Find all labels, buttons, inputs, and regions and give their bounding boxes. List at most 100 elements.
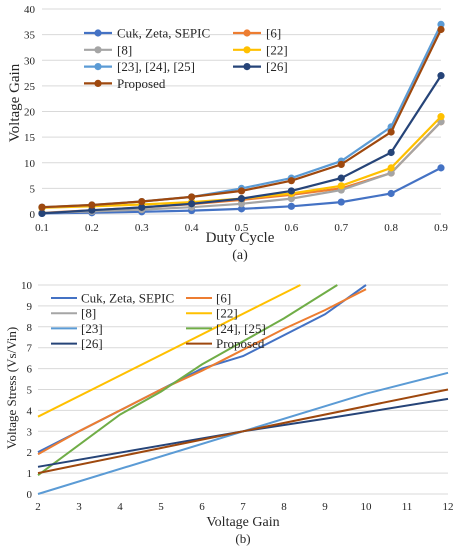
- chart-a-y-tick-label: 5: [30, 183, 36, 195]
- chart-b-x-tick-label: 7: [240, 501, 246, 513]
- chart-a-x-tick-label: 0.5: [235, 222, 249, 234]
- chart-a-x-axis-label: Duty Cycle: [206, 230, 275, 246]
- chart-b-x-tick-label: 3: [76, 501, 82, 513]
- chart-b-legend-label: [22]: [216, 306, 238, 321]
- chart-b-legend-entry: Cuk, Zeta, SEPIC: [51, 291, 174, 306]
- chart-a-data-point: [38, 209, 46, 218]
- chart-b-legend-label: [24], [25]: [216, 321, 266, 336]
- chart-a-data-point: [387, 169, 395, 177]
- chart-b-x-tick-label: 11: [402, 501, 413, 513]
- chart-a-legend: Cuk, Zeta, SEPIC [6] [8] [22] [23], [24], [2…: [84, 26, 288, 91]
- chart-b-x-tick-label: 8: [281, 501, 287, 513]
- chart-a-y-tick-label: 25: [24, 81, 36, 93]
- chart-a-data-point: [437, 25, 445, 34]
- chart-a-y-tick-label: 30: [24, 55, 36, 67]
- chart-a-x-tick-labels: 0.1 0.2 0.3 0.4 0.5 0.6 0.7 0.8 0.9: [35, 222, 448, 234]
- chart-a-y-tick-label: 40: [24, 4, 36, 16]
- chart-a-legend-marker: [243, 29, 251, 37]
- chart-a-data-point: [237, 187, 246, 195]
- chart-a-data-point: [237, 200, 246, 208]
- chart-b-legend-label: Cuk, Zeta, SEPIC: [81, 291, 174, 306]
- chart-b-x-tick-label: 12: [443, 501, 454, 513]
- chart-b-legend-label: [8]: [81, 306, 96, 321]
- chart-b-y-tick-label: 6: [27, 364, 33, 376]
- chart-a-data-point: [287, 195, 295, 203]
- chart-a-legend-label: [8]: [117, 42, 132, 57]
- chart-b-series: [37, 284, 449, 495]
- chart-a-legend-label: [22]: [266, 42, 288, 57]
- chart-a-legend-marker: [94, 63, 102, 71]
- chart-b-legend-entry: [23]: [51, 321, 103, 336]
- chart-a-legend-marker: [94, 79, 102, 87]
- chart-a-data-point: [337, 198, 345, 206]
- chart-a-legend-entry: [23], [24], [25]: [84, 59, 195, 74]
- chart-a-data-point: [387, 128, 395, 136]
- chart-a-data-point: [138, 197, 146, 206]
- chart-a-data-point: [237, 195, 246, 203]
- chart-a-y-tick-label: 0: [30, 209, 36, 221]
- chart-a-data-point: [237, 205, 246, 213]
- chart-a-y-tick-label: 20: [24, 107, 36, 119]
- chart-a-legend-entry: [6]: [233, 26, 281, 41]
- chart-a-series: [38, 20, 445, 218]
- chart-b-x-tick-label: 5: [158, 501, 164, 513]
- chart-a-data-point: [387, 164, 395, 172]
- chart-a-data-point: [337, 160, 345, 169]
- chart-a-data-point: [88, 201, 96, 209]
- chart-a-data-point: [138, 203, 146, 211]
- chart-b-series-line: [37, 397, 449, 468]
- chart-a-data-point: [337, 174, 345, 182]
- chart-b-legend-entry: Proposed: [186, 336, 265, 351]
- chart-a-data-point: [287, 177, 295, 185]
- chart-b-y-tick-label: 1: [27, 468, 33, 480]
- chart-a-gridlines: [42, 8, 441, 215]
- chart-a-legend-marker: [94, 29, 102, 37]
- chart-a-data-point: [437, 72, 445, 80]
- chart-a-legend-marker: [243, 63, 251, 71]
- chart-b-legend-entry: [22]: [186, 306, 238, 321]
- chart-a-legend-marker: [243, 46, 251, 54]
- chart-b-y-tick-labels: 0 1 2 3 4 5 6 7 8 9 10: [21, 280, 33, 501]
- chart-a-data-point: [38, 203, 46, 211]
- chart-a-series-line: [41, 23, 442, 209]
- chart-a-data-point: [387, 189, 395, 198]
- chart-a-data-point: [437, 113, 445, 121]
- chart-a-data-point: [188, 200, 196, 208]
- chart-b-legend: Cuk, Zeta, SEPIC [6] [8] [22] [23] [24], [25]…: [51, 291, 266, 351]
- chart-a-data-point: [287, 187, 295, 195]
- chart-b-legend-label: [6]: [216, 291, 231, 306]
- chart-a-y-tick-labels: 0 5 10 15 20 25 30 35 40: [24, 4, 36, 221]
- chart-b-series-line: [37, 288, 367, 456]
- chart-b-y-tick-label: 4: [27, 405, 33, 417]
- chart-b-series-line: [37, 371, 449, 495]
- chart-a-legend-entry: [26]: [233, 59, 288, 74]
- chart-b-y-tick-label: 10: [21, 280, 33, 292]
- chart-b-series-line: [37, 284, 301, 418]
- chart-b-y-axis-label: Voltage Stress (Vs/Vin): [4, 327, 19, 449]
- chart-a-data-point: [188, 193, 196, 201]
- chart-a-y-axis-label: Voltage Gain: [7, 63, 23, 142]
- chart-b-legend-label: [23]: [81, 321, 103, 336]
- chart-a-legend-entry: Proposed: [84, 76, 166, 91]
- chart-b-x-tick-label: 2: [35, 501, 41, 513]
- chart-a-x-tick-label: 0.6: [285, 222, 299, 234]
- chart-a-x-tick-label: 0.8: [384, 222, 398, 234]
- chart-a-data-point: [287, 202, 295, 210]
- chart-b-legend-entry: [26]: [51, 336, 103, 351]
- chart-b-series-line: [37, 284, 338, 477]
- chart-b-legend-label: Proposed: [216, 336, 265, 351]
- chart-b-y-tick-label: 2: [27, 447, 33, 459]
- chart-a-data-point: [88, 206, 96, 214]
- chart-b-x-axis-label: Voltage Gain: [206, 515, 279, 530]
- chart-b-y-tick-label: 9: [27, 301, 33, 313]
- chart-a-x-tick-label: 0.1: [35, 222, 49, 234]
- chart-a-legend-entry: [8]: [84, 42, 132, 57]
- chart-a-y-tick-label: 10: [24, 158, 36, 170]
- chart-a-y-tick-label: 15: [24, 132, 36, 144]
- chart-b-y-tick-label: 3: [27, 426, 33, 438]
- chart-a-y-tick-label: 35: [24, 30, 36, 42]
- chart-b-x-tick-label: 10: [361, 501, 373, 513]
